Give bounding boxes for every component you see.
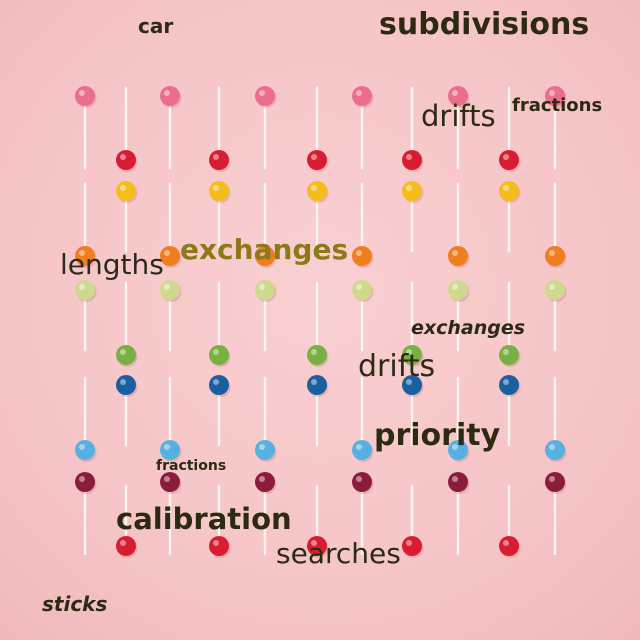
lollipop (116, 281, 138, 367)
lollipop (160, 376, 182, 462)
lollipop (448, 182, 470, 268)
lollipop (75, 182, 97, 268)
lollipop (352, 280, 374, 352)
lollipop (499, 375, 521, 447)
lollipop (448, 376, 470, 462)
lollipop (402, 375, 424, 447)
word-calibration: calibration (116, 502, 292, 536)
lollipop (209, 181, 231, 253)
word-drifts-middle: drifts (358, 349, 436, 384)
lollipop (75, 472, 97, 556)
lollipop (352, 182, 374, 268)
lollipop (116, 375, 138, 447)
word-subdivisions: subdivisions (379, 7, 590, 42)
word-drifts-top: drifts (421, 99, 496, 133)
lollipop (209, 86, 231, 172)
lollipop (255, 182, 277, 268)
lollipop (402, 281, 424, 367)
lollipop (160, 182, 182, 268)
lollipop (209, 484, 231, 558)
lollipop (255, 472, 277, 556)
lollipop (402, 484, 424, 558)
lollipop (209, 281, 231, 367)
lollipop (307, 281, 329, 367)
lollipop (75, 280, 97, 352)
lollipop (116, 181, 138, 253)
lollipop (160, 472, 182, 556)
lollipop (545, 182, 567, 268)
word-exchanges-middle: exchanges (180, 233, 349, 266)
word-fractions-top: fractions (512, 95, 603, 116)
lollipop (499, 484, 521, 558)
lollipop (545, 280, 567, 352)
word-searches: searches (276, 537, 401, 570)
lollipop (499, 181, 521, 253)
lollipop (402, 86, 424, 172)
lollipop (255, 376, 277, 462)
lollipop (116, 484, 138, 558)
lollipop (448, 472, 470, 556)
word-fractions-small: fractions (156, 458, 227, 474)
word-exchanges-script: exchanges (411, 317, 526, 339)
lollipop (160, 86, 182, 170)
lollipop (545, 376, 567, 462)
lollipop (307, 375, 329, 447)
lollipop (116, 86, 138, 172)
lollipop (402, 181, 424, 253)
lollipop (75, 86, 97, 170)
lollipop (499, 281, 521, 367)
lollipop (75, 376, 97, 462)
lollipop (545, 86, 567, 170)
lollipop (209, 375, 231, 447)
word-sticks: sticks (42, 592, 108, 616)
lollipop (160, 280, 182, 352)
word-priority: priority (374, 418, 501, 453)
word-car: car (138, 14, 174, 38)
lollipop (307, 484, 329, 558)
lollipop (545, 472, 567, 556)
lollipop (448, 86, 470, 170)
lollipop (499, 86, 521, 172)
word-lengths: lengths (60, 248, 164, 281)
lollipop (352, 472, 374, 556)
lollipop (307, 86, 329, 172)
lollipop (448, 280, 470, 352)
lollipop (255, 86, 277, 170)
lollipop (352, 376, 374, 462)
lollipop (255, 280, 277, 352)
lollipop (307, 181, 329, 253)
lollipop (352, 86, 374, 170)
